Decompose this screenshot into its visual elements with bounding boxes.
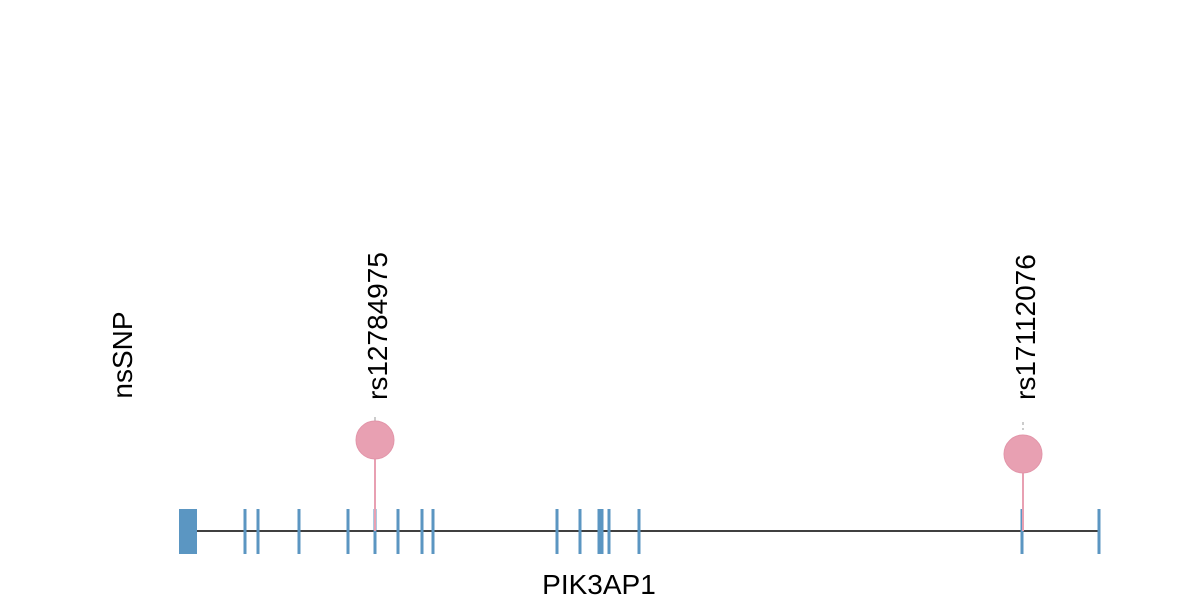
utr-block <box>179 509 197 554</box>
snp-head <box>355 420 395 460</box>
snp-head <box>1003 434 1043 474</box>
gene-label: PIK3AP1 <box>542 569 656 600</box>
snp-label: rs12784975 <box>362 252 393 400</box>
track-label: nsSNP <box>107 311 138 398</box>
snp-label: rs17112076 <box>1010 254 1041 400</box>
snp: rs17112076 <box>1003 254 1043 531</box>
snp: rs12784975 <box>355 252 395 531</box>
